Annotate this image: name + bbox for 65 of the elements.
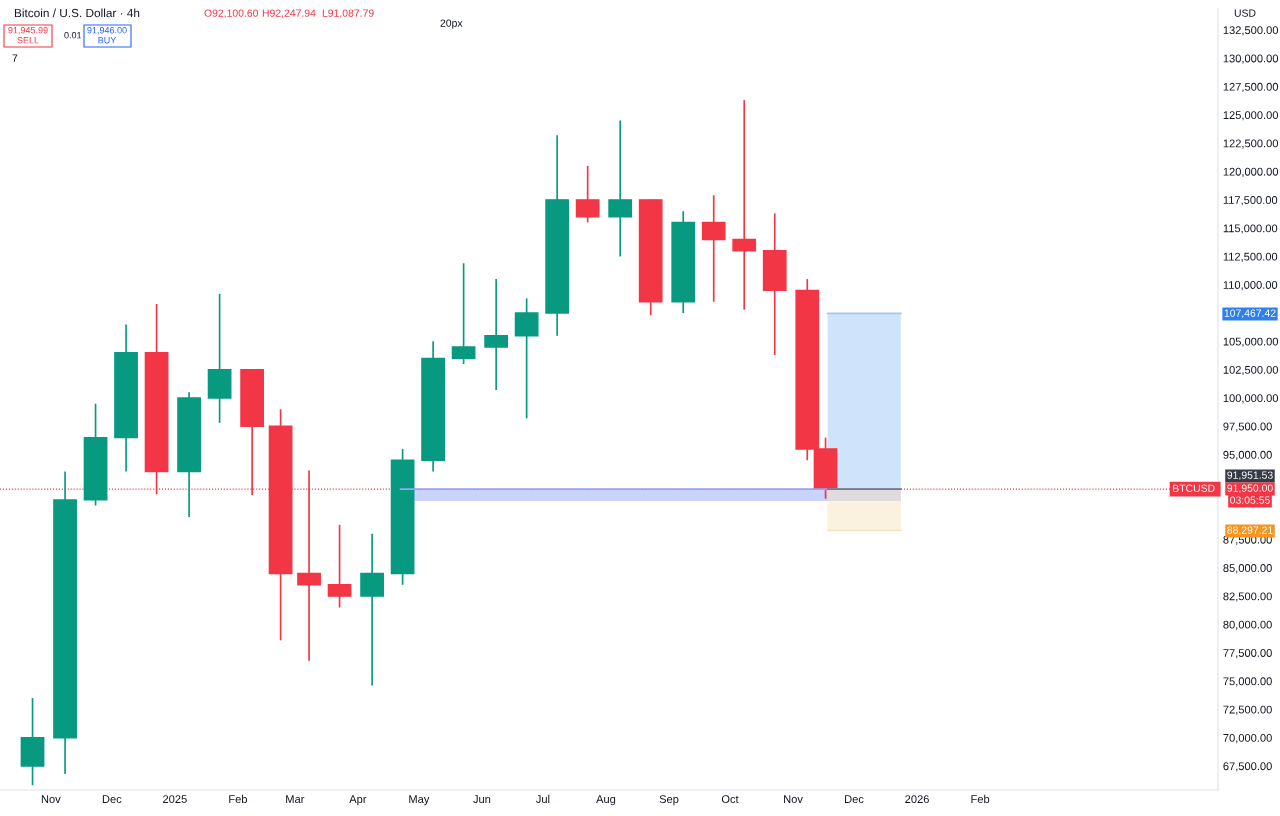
- y-tick-label: 105,000.00: [1223, 337, 1279, 347]
- annotation: 91,945.99: [8, 27, 48, 35]
- x-tick-label: Nov: [784, 795, 803, 804]
- y-tick-label: 120,000.00: [1223, 167, 1279, 177]
- x-tick-label: Feb: [971, 794, 990, 804]
- candlestick: [608, 119, 633, 258]
- y-tick-label: 132,500.00: [1223, 26, 1279, 36]
- x-tick-label: 2025: [163, 795, 187, 804]
- text: 03:05:55: [1230, 496, 1270, 504]
- annotation: O92,100.60: [204, 9, 259, 19]
- x-tick-label: Oct: [721, 795, 739, 804]
- annotation: 91,946.00: [87, 27, 127, 35]
- x-tick-label: Sep: [659, 795, 679, 806]
- ref-line-label: BTCUSD: [1173, 484, 1215, 492]
- text: 91,951.53: [1227, 471, 1273, 481]
- annotation: BUY: [98, 37, 117, 44]
- y-tick-label: 75,000.00: [1223, 677, 1272, 687]
- y-tick-label: 77,500.00: [1223, 649, 1272, 659]
- candlestick: [575, 165, 600, 224]
- y-tick-label: 112,500.00: [1223, 252, 1278, 262]
- y-tick-label: 95,000.00: [1223, 450, 1272, 461]
- x-tick-label: Nov: [41, 795, 61, 804]
- annotation: 0.01: [64, 32, 82, 39]
- x-tick-label: Feb: [229, 794, 248, 804]
- y-tick-label: 97,500.00: [1223, 422, 1272, 432]
- y-tick-label: 110,000.00: [1223, 281, 1278, 291]
- annotation: SELL: [17, 37, 39, 44]
- candlestick: [327, 523, 352, 609]
- text: 91,950.00: [1227, 484, 1273, 494]
- x-tick-label: Apr: [349, 795, 367, 806]
- x-tick-label: Dec: [845, 795, 864, 804]
- y-tick-label: 100,000.00: [1223, 394, 1279, 404]
- x-tick-label: Dec: [102, 795, 122, 804]
- y-tick-label: 125,000.00: [1223, 111, 1279, 121]
- x-tick-label: 2026: [905, 795, 929, 804]
- y-tick-label: 72,500.00: [1223, 705, 1272, 715]
- text: USD: [1234, 9, 1256, 17]
- y-tick-label: 85,000.00: [1223, 564, 1272, 574]
- text: 107,467.42: [1224, 309, 1276, 319]
- y-tick-label: 122,500.00: [1223, 139, 1279, 149]
- x-tick-label: May: [409, 795, 430, 806]
- candlestick: [701, 194, 726, 303]
- x-tick-label: Jul: [535, 794, 550, 804]
- y-tick-label: 80,000.00: [1223, 620, 1272, 630]
- y-tick-label: 102,500.00: [1223, 365, 1279, 376]
- y-tick-label: 130,000.00: [1223, 54, 1279, 64]
- chart-title: Bitcoin / U.S. Dollar · 4h: [14, 8, 140, 18]
- candlestick: [360, 533, 384, 687]
- candlestick: [732, 99, 757, 311]
- annotation: L91,087.79: [322, 9, 374, 19]
- y-tick-label: 127,500.00: [1223, 82, 1279, 93]
- annotation: H92,247.94: [262, 9, 316, 19]
- annotation: 20px: [440, 19, 463, 29]
- y-tick-label: 117,500.00: [1223, 196, 1278, 206]
- candlestick: [484, 278, 509, 391]
- y-tick-label: 70,000.00: [1223, 733, 1272, 744]
- y-tick-label: 115,000.00: [1223, 224, 1278, 234]
- y-tick-label: 82,500.00: [1223, 592, 1272, 602]
- y-tick-label: 67,500.00: [1223, 762, 1272, 772]
- x-tick-label: Jun: [473, 795, 491, 804]
- x-tick-label: Aug: [596, 795, 616, 806]
- annotation: 7: [12, 54, 18, 62]
- candlestick: [451, 262, 476, 365]
- candlestick: [514, 297, 539, 420]
- x-tick-label: Mar: [286, 795, 305, 804]
